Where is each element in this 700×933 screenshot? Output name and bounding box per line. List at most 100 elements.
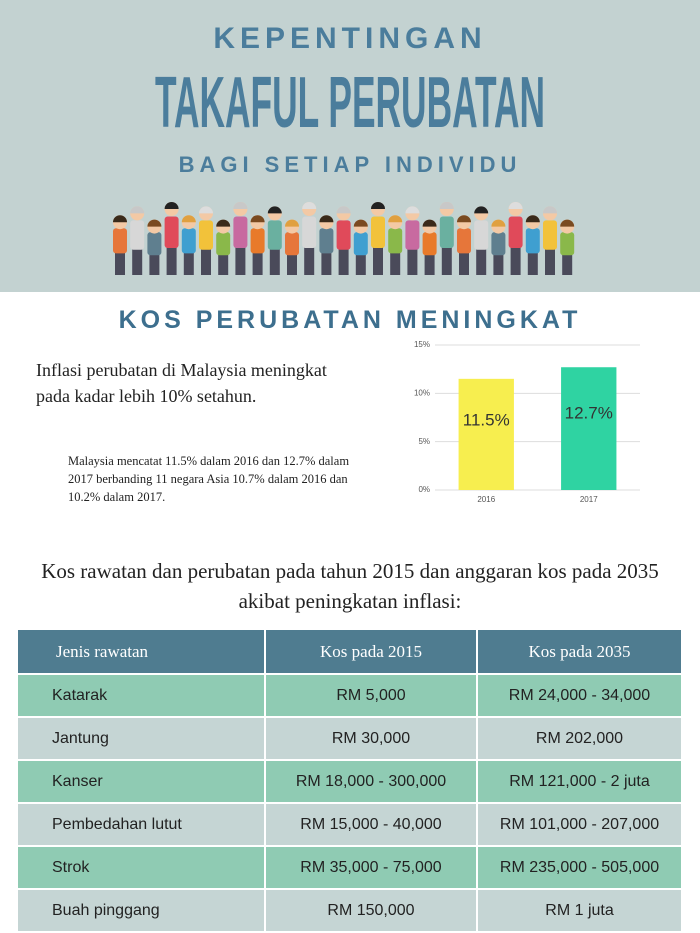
person-legs [304,245,315,275]
person-legs [459,251,469,275]
table-row: Buah pinggang RM 150,000 RM 1 juta [18,888,683,933]
paragraph: Inflasi perubatan di Malaysia meningkat … [36,360,327,406]
person-legs [235,245,246,275]
person-hair [525,215,540,223]
table-cell: Kanser [18,759,266,804]
person-legs [390,251,401,275]
person-legs [252,251,263,275]
person-body [181,228,196,254]
table-cell: RM 1 juta [477,888,683,933]
table-cell: RM 30,000 [265,716,478,761]
person-hair [560,219,575,227]
person-body [353,232,368,256]
table-cell: Pembedahan lutut [18,802,266,847]
cost-table: Jenis rawatan Kos pada 2015 Kos pada 2035 … [18,630,683,933]
person-legs [166,245,177,275]
y-tick-label: 10% [414,388,430,397]
person-body [543,220,557,250]
column-header: Jenis rawatan [18,630,266,674]
table-cell: Katarak [18,673,266,718]
person-hair [285,219,299,227]
person-body [508,216,523,248]
person-body [233,216,248,248]
person-body [147,232,162,256]
person-body [113,228,127,254]
person-legs [338,247,349,275]
person-hair [302,202,317,209]
table-cell: Strok [18,845,266,890]
person-body [474,220,489,250]
person-body [250,228,265,254]
person-body [130,220,145,250]
person-hair [353,219,368,227]
person-legs [183,251,194,275]
section-title: KOS PERUBATAN MENINGKAT [118,306,582,334]
person-body [422,232,437,256]
person-body [388,228,403,254]
person-hair [371,202,385,209]
subtitle: BAGI SETIAP INDIVIDU [178,152,522,177]
person-body [457,228,471,254]
person-legs [476,247,487,275]
person-body [216,232,231,256]
person-legs [527,251,538,275]
person-hair [388,215,403,223]
intro-text: Kos rawatan dan perubatan pada tahun 201… [41,559,659,613]
person-legs [355,253,366,275]
person-hair [130,206,145,214]
person-hair [439,202,454,209]
table-cell: RM 101,000 - 207,000 [477,802,683,847]
table-cell: RM 15,000 - 40,000 [265,802,478,847]
person-body [371,216,385,248]
person-legs [115,251,125,275]
bar [458,378,514,490]
person-body [285,232,299,256]
table-row: Strok RM 35,000 - 75,000 RM 235,000 - 505,… [18,845,683,890]
person-hair [457,215,472,223]
table-header: Jenis rawatan Kos pada 2015 Kos pada 2035 [18,630,683,674]
table-cell: RM 202,000 [477,716,683,761]
title-main: TAKAFUL PERUBATAN [155,63,545,143]
person-hair [181,215,196,223]
person-body [560,232,575,256]
person-legs [424,253,435,275]
person-hair [147,219,162,227]
table-cell: RM 18,000 - 300,000 [265,759,478,804]
person-body [336,220,351,250]
person-body [439,216,454,248]
person-legs [218,253,229,275]
person-hair [508,202,523,209]
person-hair [336,206,351,214]
title-top: KEPENTINGAN [213,22,487,55]
person-hair [199,206,213,214]
table-cell: RM 5,000 [265,673,478,718]
person-legs [132,247,143,275]
person-hair [233,202,248,209]
person-body [491,232,506,256]
person-hair [164,202,179,209]
x-tick-label: 2016 [477,495,495,504]
person-legs [321,251,332,275]
person-body [319,228,334,254]
person-hair [543,206,558,214]
people-illustration [113,202,575,275]
y-tick-label: 5% [418,437,430,446]
person-hair [491,219,506,227]
bar-chart: 0% 5% 10% 15% 11.5% 2016 12.7% 2017 [414,340,640,504]
person-hair [250,215,265,223]
column-header: Kos pada 2015 [265,630,478,674]
person-hair [216,219,231,227]
y-tick-label: 0% [418,485,430,494]
y-tick-label: 15% [414,340,430,349]
x-tick-label: 2017 [580,495,598,504]
person-body [267,220,282,250]
table-row: Jantung RM 30,000 RM 202,000 [18,716,683,761]
person-legs [407,247,418,275]
table-cell: Buah pinggang [18,888,266,933]
note: Malaysia mencatat 11.5% dalam 2016 dan 1… [68,454,350,504]
person-legs [269,247,280,275]
value-label: 12.7% [565,403,613,422]
person-body [525,228,540,254]
table-cell: RM 35,000 - 75,000 [265,845,478,890]
